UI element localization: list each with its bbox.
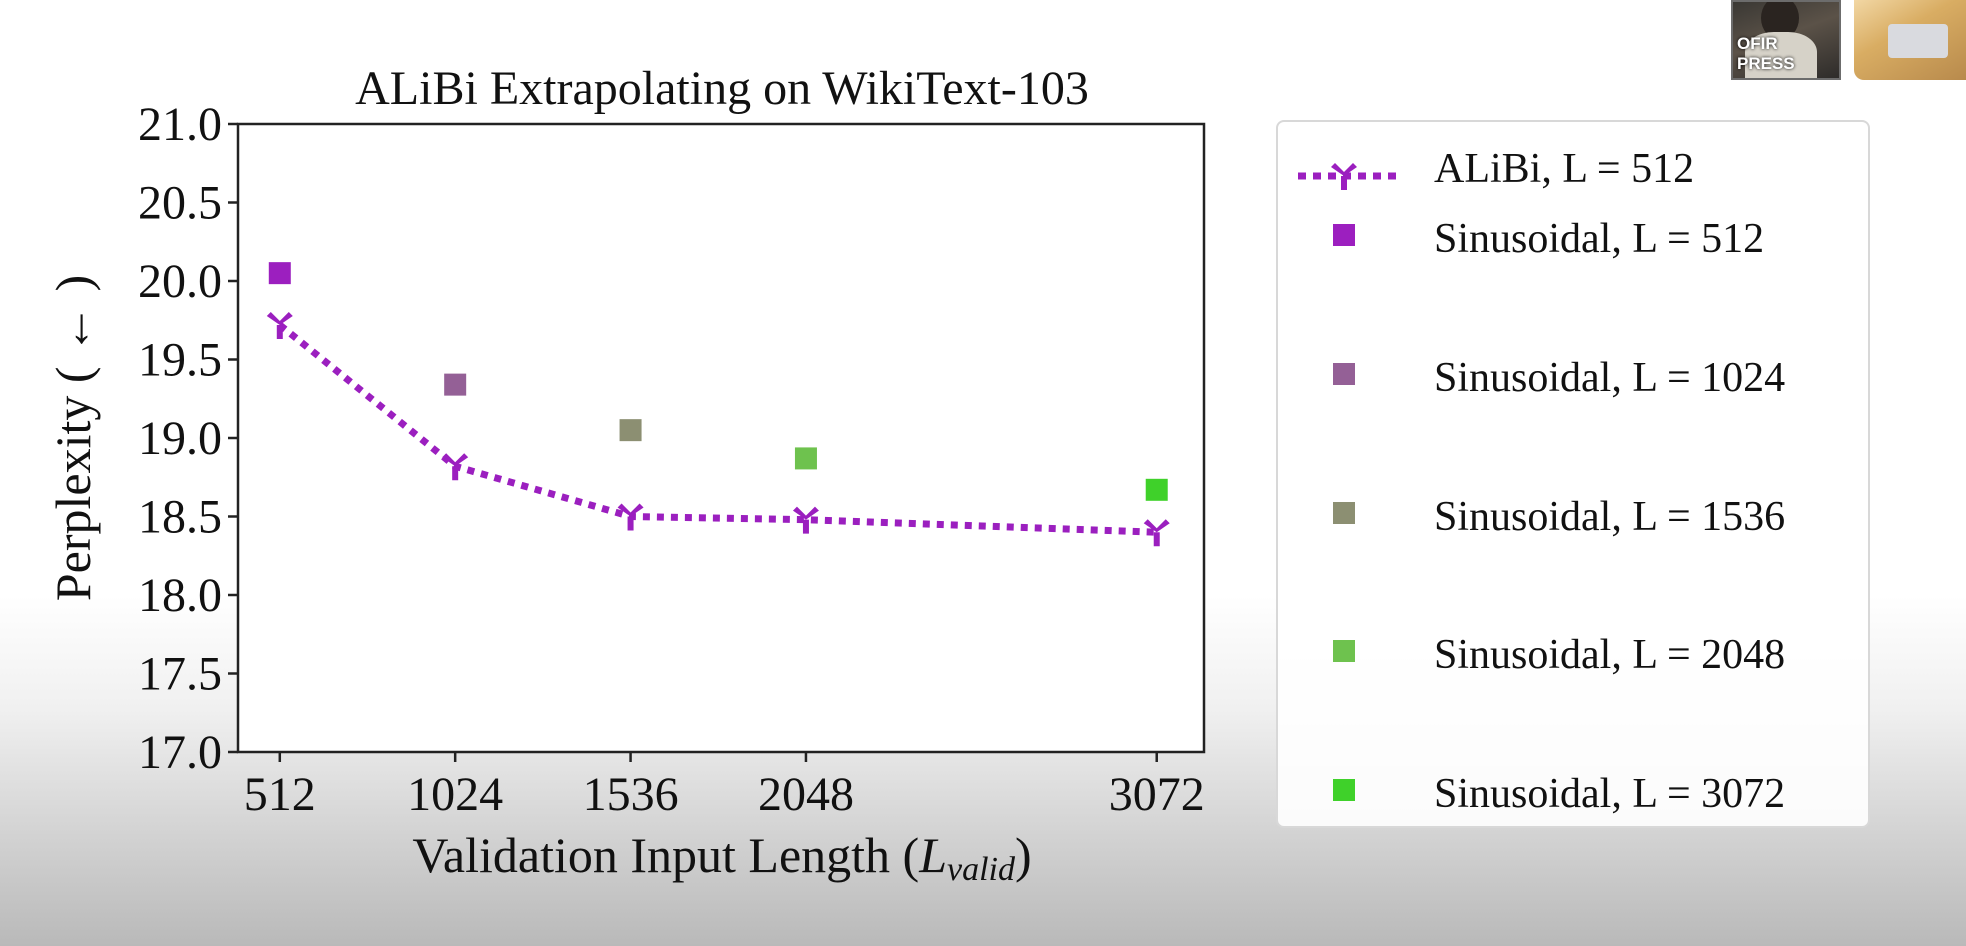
legend-marker-square	[1333, 224, 1355, 246]
sinusoidal-data-point	[1145, 478, 1168, 501]
legend-label: Sinusoidal, L = 512	[1434, 216, 1765, 262]
plot-area	[236, 122, 1206, 754]
alibi-data-point	[617, 503, 644, 531]
x-axis-label: Validation Input Length (Lvalid)	[412, 827, 1031, 888]
legend-item: ALiBi, L = 512	[1278, 138, 1868, 198]
speaker-figure-body	[1745, 32, 1817, 78]
x-tick-label: 3072	[1109, 768, 1205, 821]
legend-label: Sinusoidal, L = 3072	[1434, 771, 1786, 817]
legend-item: Sinusoidal, L = 2048	[1278, 624, 1868, 684]
y-tick-label: 17.5	[138, 648, 222, 701]
sinusoidal-data-point	[619, 419, 642, 442]
alibi-data-point	[1143, 519, 1170, 547]
x-axis-label-main: Validation Input Length (	[412, 827, 919, 883]
legend: ALiBi, L = 512 Sinusoidal, L = 512 Sinus…	[1276, 120, 1870, 828]
legend-marker-dotted-tri	[1298, 163, 1400, 190]
speaker-video-thumbnail[interactable]: OFIR PRESS	[1731, 0, 1841, 80]
legend-label: Sinusoidal, L = 2048	[1434, 632, 1786, 678]
y-tick-label: 18.0	[138, 569, 222, 622]
x-tick-label: 512	[244, 768, 316, 821]
legend-label: Sinusoidal, L = 1024	[1434, 355, 1786, 401]
speaker-name: OFIR PRESS	[1737, 34, 1795, 73]
legend-marker-square	[1333, 363, 1355, 385]
y-tick-label: 19.0	[138, 412, 222, 465]
x-tick-label: 2048	[758, 768, 854, 821]
legend-marker-square	[1333, 779, 1355, 801]
sinusoidal-data-point	[444, 373, 467, 396]
x-axis-label-sub: valid	[947, 851, 1016, 888]
x-tick-label: 1024	[407, 768, 503, 821]
legend-item: Sinusoidal, L = 3072	[1278, 763, 1868, 823]
laptop-figure	[1888, 24, 1948, 58]
alibi-data-point	[266, 311, 293, 339]
y-tick-label: 17.0	[138, 726, 222, 779]
legend-label: ALiBi, L = 512	[1434, 146, 1695, 192]
x-tick-label: 1536	[583, 768, 679, 821]
sinusoidal-data-point	[268, 262, 291, 285]
legend-label: Sinusoidal, L = 1536	[1434, 494, 1786, 540]
x-axis: 512 1024 1536 2048 3072	[244, 752, 1205, 821]
y-tick-label: 20.5	[138, 177, 222, 230]
y-tick-label: 20.0	[138, 255, 222, 308]
x-axis-label-close: )	[1015, 827, 1032, 883]
chart-title: ALiBi Extrapolating on WikiText-103	[355, 62, 1089, 115]
participant-video-thumbnail[interactable]	[1854, 0, 1966, 80]
alibi-data-point	[792, 506, 819, 534]
y-tick-label: 18.5	[138, 491, 222, 544]
y-tick-label: 19.5	[138, 334, 222, 387]
legend-marker-square	[1333, 502, 1355, 524]
sinusoidal-data-point	[794, 447, 817, 470]
y-axis: 17.0 17.5 18.0 18.5 19.0 19.5 20.0 20.5 21.0	[138, 98, 238, 779]
alibi-data-point	[442, 453, 469, 481]
legend-item: Sinusoidal, L = 1024	[1278, 347, 1868, 407]
y-axis-label: Perplexity ( ← )	[45, 275, 101, 601]
legend-item: Sinusoidal, L = 512	[1278, 208, 1868, 268]
y-tick-label: 21.0	[138, 98, 222, 151]
legend-item: Sinusoidal, L = 1536	[1278, 486, 1868, 546]
series-layer	[266, 262, 1170, 547]
legend-marker-square	[1333, 640, 1355, 662]
x-axis-label-var: L	[918, 827, 947, 883]
